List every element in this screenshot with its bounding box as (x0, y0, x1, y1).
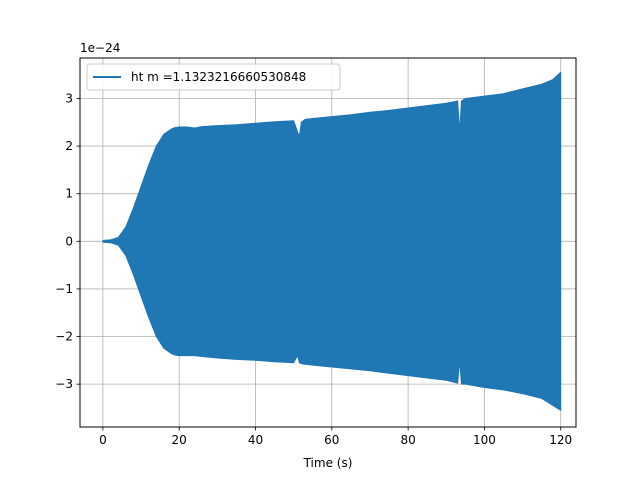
y-tick-label: 0 (65, 234, 73, 248)
plot-frame (79, 57, 577, 428)
x-axis-title: Time (s) (303, 456, 353, 470)
y-tick-label: −2 (55, 330, 73, 344)
legend-label: ht m =1.1323216660530848 (131, 70, 306, 84)
y-tick-label: −1 (55, 282, 73, 296)
y-tick-label: 2 (65, 139, 73, 153)
series-layer (102, 71, 562, 411)
y-tick-label: 1 (65, 187, 73, 201)
x-tick-label: 40 (248, 433, 263, 447)
legend: ht m =1.1323216660530848 (86, 63, 341, 91)
y-axis: −3 −2 −1 0 1 2 3 (55, 91, 80, 391)
y-tick-label: 3 (65, 91, 73, 105)
x-tick-label: 0 (99, 433, 107, 447)
series-envelope (102, 71, 562, 411)
x-axis: 0 20 40 60 80 100 120 (99, 427, 572, 447)
x-tick-label: 120 (549, 433, 572, 447)
x-tick-label: 20 (172, 433, 187, 447)
legend-box (86, 63, 341, 91)
y-offset-label: 1e−24 (80, 41, 120, 55)
x-tick-label: 80 (400, 433, 415, 447)
y-tick-label: −3 (55, 377, 73, 391)
x-tick-label: 100 (473, 433, 496, 447)
x-tick-label: 60 (324, 433, 339, 447)
